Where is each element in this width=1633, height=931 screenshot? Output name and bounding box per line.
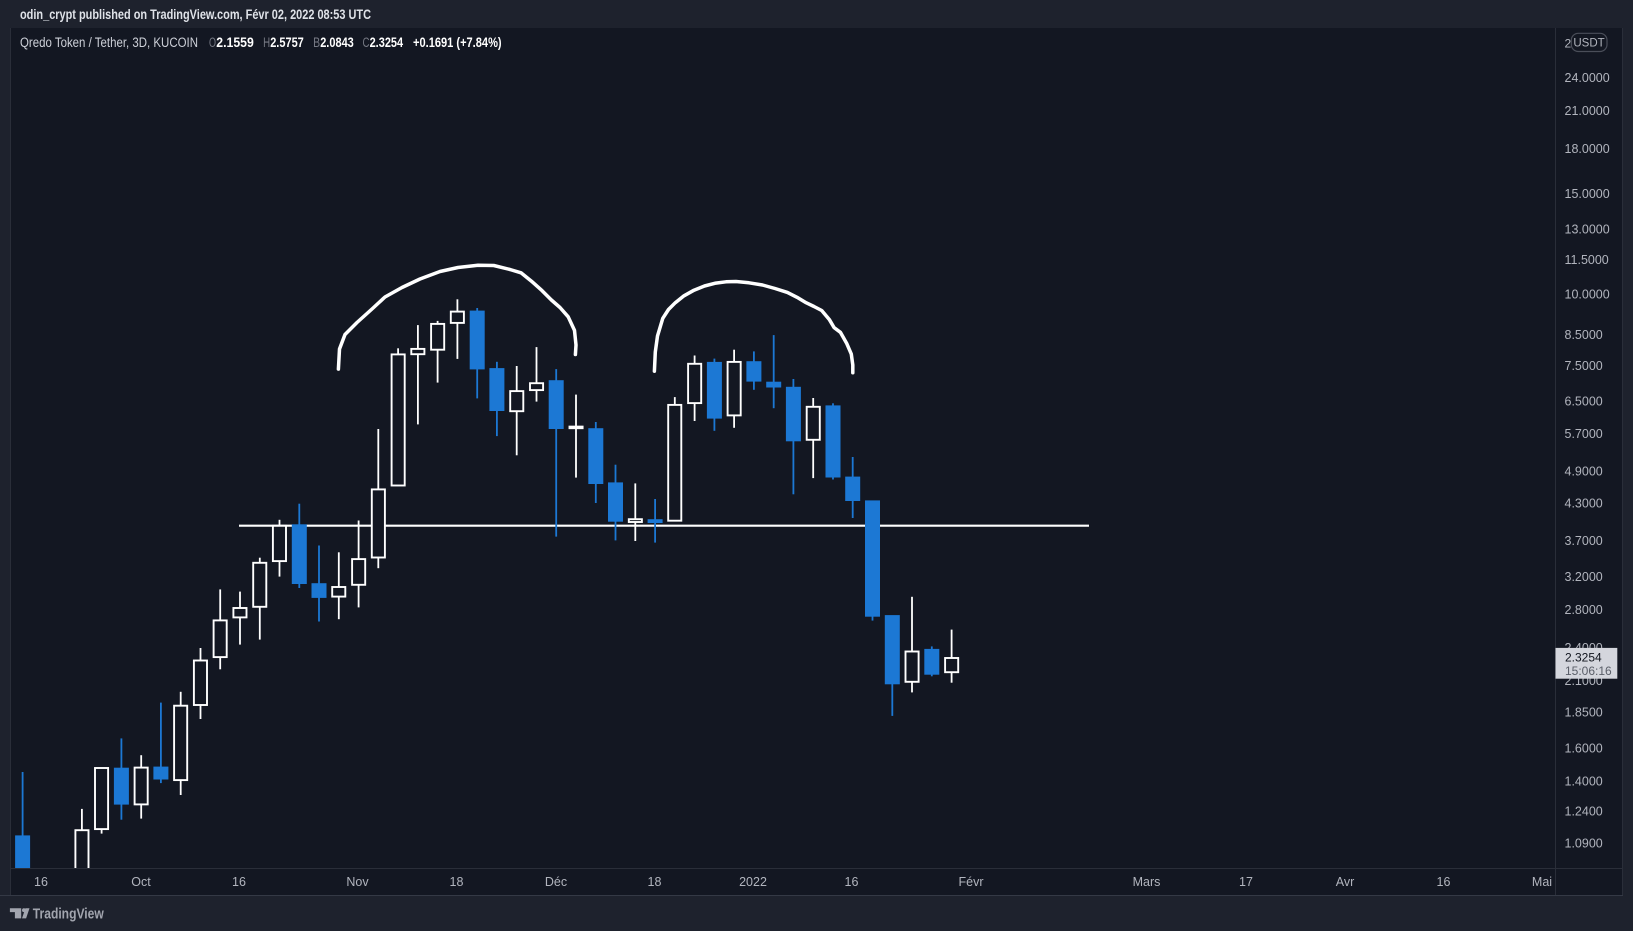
svg-text:4.3000: 4.3000 — [1565, 497, 1603, 511]
svg-text:17: 17 — [1239, 875, 1253, 889]
svg-text:6.5000: 6.5000 — [1565, 394, 1603, 408]
svg-text:16: 16 — [845, 875, 859, 889]
svg-text:H: H — [263, 35, 270, 50]
svg-text:18: 18 — [450, 875, 464, 889]
svg-text:2: 2 — [1565, 37, 1572, 51]
svg-text:10.0000: 10.0000 — [1565, 288, 1610, 302]
svg-text:3.2000: 3.2000 — [1565, 570, 1603, 584]
svg-text:18.0000: 18.0000 — [1565, 142, 1610, 156]
svg-text:24.0000: 24.0000 — [1565, 71, 1610, 85]
svg-text:1.8500: 1.8500 — [1565, 706, 1603, 720]
svg-text:2.3254: 2.3254 — [1565, 650, 1602, 664]
svg-text:Févr: Févr — [959, 875, 984, 889]
svg-text:2.8000: 2.8000 — [1565, 603, 1603, 617]
svg-text:7.5000: 7.5000 — [1565, 359, 1603, 373]
svg-text:16: 16 — [1437, 875, 1451, 889]
svg-text:2022: 2022 — [739, 875, 767, 889]
svg-text:odin_crypt published on Tradin: odin_crypt published on TradingView.com,… — [20, 7, 371, 22]
svg-text:16: 16 — [34, 875, 48, 889]
svg-text:11.5000: 11.5000 — [1565, 253, 1609, 267]
svg-text:C: C — [363, 35, 370, 50]
svg-text:Déc: Déc — [545, 875, 567, 889]
svg-text:4.9000: 4.9000 — [1565, 464, 1603, 478]
svg-text:18: 18 — [648, 875, 662, 889]
svg-text:TradingView: TradingView — [33, 907, 105, 923]
svg-text:Oct: Oct — [131, 875, 151, 889]
svg-text:Mars: Mars — [1133, 875, 1161, 889]
svg-text:Avr: Avr — [1336, 875, 1355, 889]
svg-text:8.5000: 8.5000 — [1565, 328, 1603, 342]
svg-text:15.0000: 15.0000 — [1565, 187, 1610, 201]
svg-text:+0.1691 (+7.84%): +0.1691 (+7.84%) — [413, 35, 502, 50]
svg-text:Qredo Token / Tether, 3D, KUCO: Qredo Token / Tether, 3D, KUCOIN — [20, 35, 198, 50]
svg-text:Mai: Mai — [1532, 875, 1552, 889]
svg-text:5.7000: 5.7000 — [1565, 427, 1603, 441]
svg-text:O: O — [209, 35, 216, 50]
svg-text:3.7000: 3.7000 — [1565, 534, 1603, 548]
svg-text:2.1559: 2.1559 — [216, 35, 254, 50]
svg-text:Nov: Nov — [346, 875, 369, 889]
svg-text:1.2400: 1.2400 — [1565, 805, 1603, 819]
svg-text:2.3254: 2.3254 — [370, 35, 404, 50]
svg-text:1.0900: 1.0900 — [1565, 837, 1603, 851]
svg-text:B: B — [313, 35, 320, 50]
svg-text:21.0000: 21.0000 — [1565, 104, 1610, 118]
svg-text:13.0000: 13.0000 — [1565, 223, 1610, 237]
svg-text:2.0843: 2.0843 — [320, 35, 354, 50]
svg-text:16: 16 — [232, 875, 246, 889]
svg-text:2.5757: 2.5757 — [270, 35, 304, 50]
svg-text:1.4000: 1.4000 — [1565, 775, 1603, 789]
svg-text:1.6000: 1.6000 — [1565, 742, 1603, 756]
svg-text:15:06:16: 15:06:16 — [1565, 664, 1612, 678]
svg-text:USDT: USDT — [1573, 37, 1604, 49]
